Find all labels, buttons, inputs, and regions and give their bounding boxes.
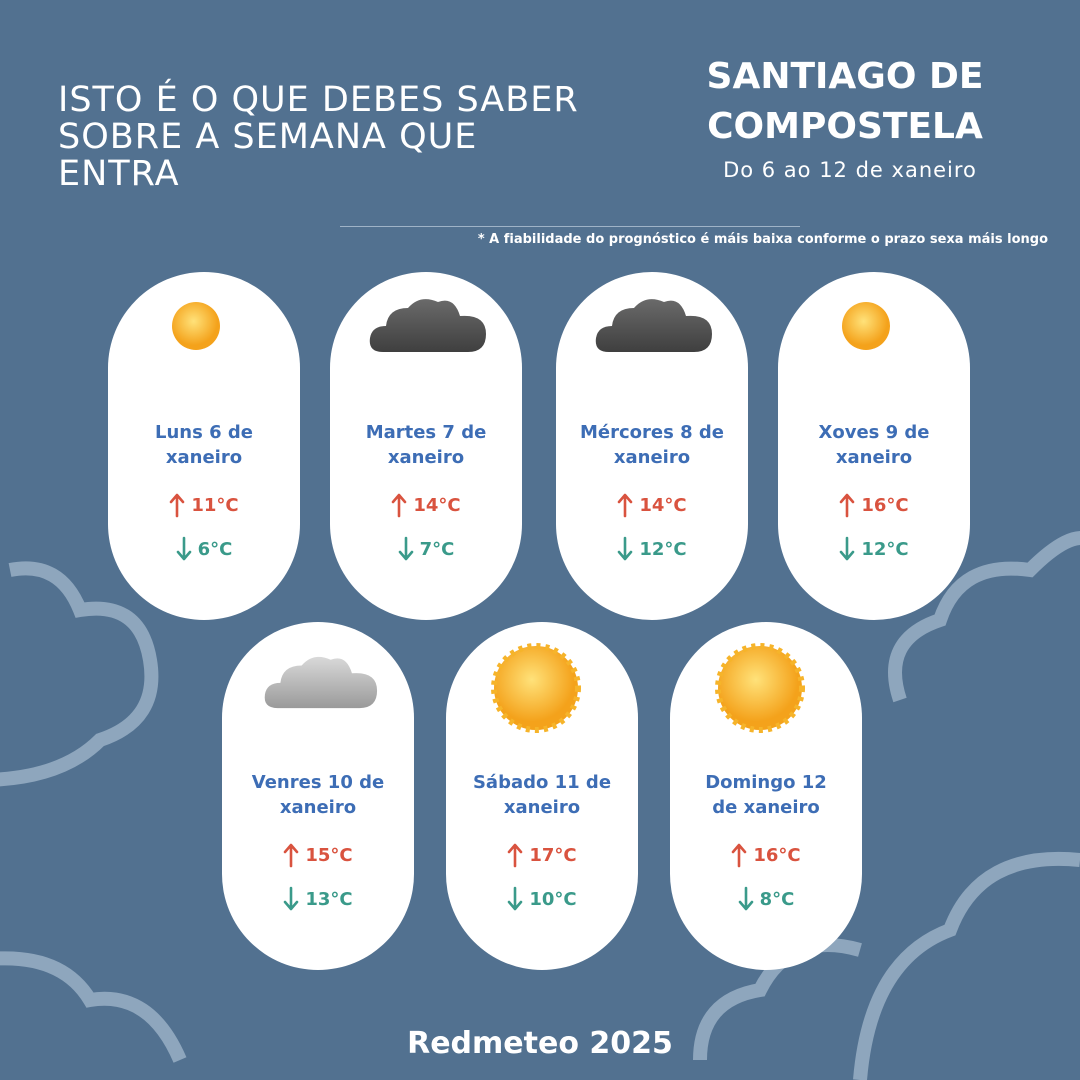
arrow-down bbox=[284, 886, 299, 911]
arrow-down bbox=[738, 886, 753, 911]
weather-icon bbox=[842, 302, 890, 350]
max-temp: 15°C bbox=[305, 844, 353, 866]
min-temp-row: 12°C bbox=[556, 536, 748, 562]
weather-icon bbox=[491, 643, 581, 733]
title-line: SOBRE A SEMANA QUE bbox=[58, 117, 478, 157]
arrow-down bbox=[618, 536, 633, 561]
day-card: Martes 7 de xaneiro 14°C 7°C bbox=[330, 272, 522, 620]
max-temp-row: 16°C bbox=[778, 492, 970, 518]
min-temp-row: 12°C bbox=[778, 536, 970, 562]
max-temp-row: 14°C bbox=[330, 492, 522, 518]
max-temp-row: 16°C bbox=[670, 842, 862, 868]
max-temp-row: 11°C bbox=[108, 492, 300, 518]
min-temp-row: 10°C bbox=[446, 886, 638, 912]
min-temp-row: 13°C bbox=[222, 886, 414, 912]
max-temp: 14°C bbox=[413, 494, 461, 516]
day-card: Mércores 8 de xaneiro 14°C 12°C bbox=[556, 272, 748, 620]
min-temp-row: 6°C bbox=[108, 536, 300, 562]
max-temp: 16°C bbox=[753, 844, 801, 866]
arrow-up bbox=[284, 843, 299, 868]
weather-icon bbox=[264, 656, 378, 709]
min-temp-row: 7°C bbox=[330, 536, 522, 562]
day-name: Xoves 9 de xaneiro bbox=[818, 422, 930, 468]
min-temp: 13°C bbox=[305, 888, 353, 910]
title: ISTO É O QUE DEBES SABER SOBRE A SEMANA … bbox=[58, 82, 579, 193]
note: * A fiabilidade do prognóstico é máis ba… bbox=[477, 232, 1048, 247]
date-range: Do 6 ao 12 de xaneiro bbox=[723, 158, 977, 182]
day-name: Sábado 11 de xaneiro bbox=[472, 772, 612, 818]
max-temp: 16°C bbox=[861, 494, 909, 516]
city-line: COMPOSTELA bbox=[707, 106, 983, 147]
arrow-down bbox=[398, 536, 413, 561]
max-temp-row: 15°C bbox=[222, 842, 414, 868]
arrow-down bbox=[508, 886, 523, 911]
min-temp: 10°C bbox=[529, 888, 577, 910]
day-card: Luns 6 de xaneiro 11°C 6°C bbox=[108, 272, 300, 620]
arrow-up bbox=[840, 493, 855, 518]
weather-icon bbox=[172, 302, 220, 350]
day-name: Martes 7 de xaneiro bbox=[365, 422, 487, 468]
weather-icon bbox=[369, 299, 486, 352]
max-temp-row: 14°C bbox=[556, 492, 748, 518]
max-temp-row: 17°C bbox=[446, 842, 638, 868]
city-line: SANTIAGO DE bbox=[706, 56, 984, 97]
day-name: Luns 6 de xaneiro bbox=[155, 422, 253, 468]
arrow-up bbox=[392, 493, 407, 518]
city: SANTIAGO DE COMPOSTELA bbox=[700, 52, 990, 152]
min-temp: 8°C bbox=[759, 888, 795, 910]
max-temp: 11°C bbox=[191, 494, 239, 516]
arrow-up bbox=[618, 493, 633, 518]
day-card: Xoves 9 de xaneiro 16°C 12°C bbox=[778, 272, 970, 620]
arrow-up bbox=[732, 843, 747, 868]
title-line: ISTO É O QUE DEBES SABER bbox=[58, 80, 579, 120]
day-name: Venres 10 de xaneiro bbox=[251, 772, 385, 818]
arrow-up bbox=[170, 493, 185, 518]
min-temp-row: 8°C bbox=[670, 886, 862, 912]
min-temp: 7°C bbox=[419, 538, 455, 560]
footer: Redmeteo 2025 bbox=[407, 1026, 673, 1061]
max-temp: 17°C bbox=[529, 844, 577, 866]
arrow-up bbox=[508, 843, 523, 868]
min-temp: 6°C bbox=[197, 538, 233, 560]
day-name: Domingo 12 de xaneiro bbox=[705, 772, 827, 818]
max-temp: 14°C bbox=[639, 494, 687, 516]
day-card: Sábado 11 de xaneiro 17°C 10°C bbox=[446, 622, 638, 970]
day-card: Domingo 12 de xaneiro 16°C 8°C bbox=[670, 622, 862, 970]
title-line: ENTRA bbox=[58, 154, 180, 194]
min-temp: 12°C bbox=[639, 538, 687, 560]
day-name: Mércores 8 de xaneiro bbox=[580, 422, 724, 468]
min-temp: 12°C bbox=[861, 538, 909, 560]
weather-icon bbox=[715, 643, 805, 733]
day-card: Venres 10 de xaneiro 15°C 13°C bbox=[222, 622, 414, 970]
divider bbox=[340, 226, 800, 227]
arrow-down bbox=[176, 536, 191, 561]
weather-icon bbox=[595, 299, 712, 352]
arrow-down bbox=[840, 536, 855, 561]
